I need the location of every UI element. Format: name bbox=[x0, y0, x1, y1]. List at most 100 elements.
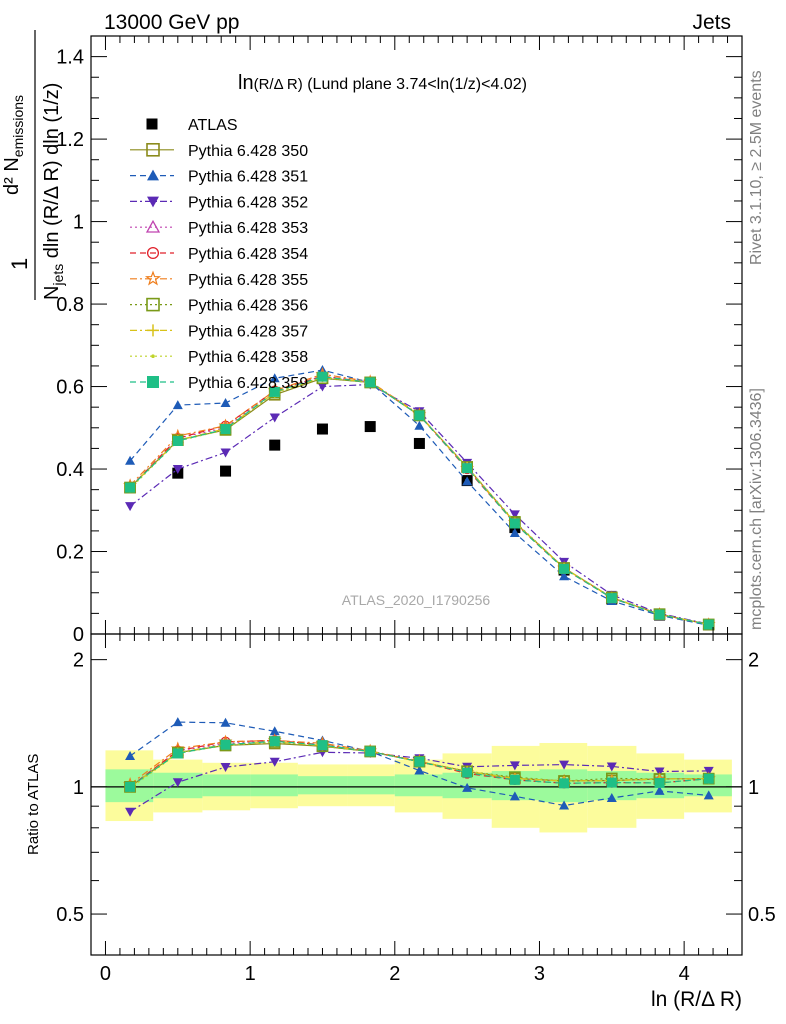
header-left: 13000 GeV pp bbox=[104, 11, 239, 34]
data-point bbox=[606, 593, 617, 604]
data-point bbox=[414, 420, 425, 430]
ratio-y-tick-label-left: 1 bbox=[73, 777, 84, 799]
ratio-point bbox=[509, 761, 520, 771]
legend-label: Pythia 6.428 352 bbox=[188, 194, 308, 211]
ratio-point bbox=[462, 782, 473, 792]
data-point bbox=[269, 373, 280, 383]
data-point bbox=[654, 609, 665, 620]
legend-label: Pythia 6.428 353 bbox=[188, 220, 308, 237]
ylabel-ratio: Ratio to ATLAS bbox=[25, 754, 42, 855]
ratio-point bbox=[559, 778, 570, 789]
legend-marker bbox=[146, 246, 160, 260]
y-tick-label: 0.4 bbox=[56, 459, 84, 481]
legend-marker bbox=[147, 324, 159, 337]
legend-marker bbox=[146, 297, 160, 312]
ylabel-main-numerator: d² Nemissions bbox=[1, 95, 26, 195]
ratio-point bbox=[606, 777, 617, 788]
data-point bbox=[462, 476, 473, 486]
data-point bbox=[316, 423, 328, 435]
ratio-point bbox=[703, 773, 714, 784]
data-point bbox=[559, 563, 570, 574]
ratio-point bbox=[654, 785, 665, 795]
x-tick-label: 1 bbox=[245, 963, 256, 985]
ratio-point bbox=[509, 774, 520, 785]
band-inner bbox=[347, 776, 395, 795]
ratio-y-tick-label-right: 2 bbox=[748, 650, 759, 672]
y-ticks-main: 0 0.2 0.4 0.6 0.8 1 1.2 1.4 bbox=[56, 47, 742, 646]
band-inner bbox=[297, 776, 348, 795]
data-point bbox=[220, 398, 231, 408]
legend-entry: Pythia 6.428 356 bbox=[130, 298, 308, 315]
legend-entry: Pythia 6.428 350 bbox=[130, 143, 308, 160]
legend-marker bbox=[146, 118, 158, 130]
data-point bbox=[509, 518, 520, 529]
legend-marker bbox=[145, 219, 161, 233]
ratio-point bbox=[509, 791, 520, 801]
data-point bbox=[462, 463, 473, 474]
x-ticks: 0 1 2 3 4 bbox=[100, 36, 743, 985]
ratio-point bbox=[317, 740, 328, 751]
legend-label: ATLAS bbox=[188, 117, 238, 134]
ratio-point bbox=[125, 750, 136, 760]
ratio-y-tick-label-right: 1 bbox=[748, 777, 759, 799]
legend: ATLAS Pythia 6.428 350 Pythia 6.428 351 Pyt… bbox=[130, 117, 308, 392]
data-point bbox=[172, 465, 183, 475]
y-tick-label: 1.2 bbox=[56, 129, 84, 151]
ratio-y-tick-label-right: 0.5 bbox=[748, 904, 776, 926]
legend-entry: Pythia 6.428 354 bbox=[130, 246, 308, 263]
legend-entry: Pythia 6.428 357 bbox=[130, 323, 308, 340]
series-6 bbox=[123, 366, 716, 631]
legend-entry: Pythia 6.428 359 bbox=[130, 375, 308, 392]
ratio-y-tick-label-left: 2 bbox=[73, 650, 84, 672]
legend-label: Pythia 6.428 357 bbox=[188, 323, 308, 340]
ratio-panel: 0 1 2 3 4 0.5 0.5 1 1 2 2 bbox=[56, 36, 776, 985]
data-point bbox=[125, 502, 136, 512]
ratio-point bbox=[125, 807, 136, 817]
ratio-point bbox=[269, 757, 280, 767]
data-point bbox=[125, 455, 136, 465]
legend-entry: Pythia 6.428 355 bbox=[130, 270, 308, 289]
data-point bbox=[509, 527, 520, 537]
ratio-point bbox=[414, 756, 425, 767]
data-point bbox=[559, 571, 570, 581]
x-tick-label: 0 bbox=[100, 963, 111, 985]
legend-entry: Pythia 6.428 358 bbox=[130, 349, 308, 366]
series-2 bbox=[125, 365, 714, 630]
plot-title-main: ln bbox=[238, 72, 254, 94]
ratio-point bbox=[703, 790, 714, 800]
ratio-point bbox=[269, 736, 280, 747]
analysis-watermark: ATLAS_2020_I1790256 bbox=[342, 592, 491, 608]
ratio-frame-box bbox=[90, 633, 743, 956]
y-tick-label: 0 bbox=[73, 624, 84, 646]
y-tick-label: 1.4 bbox=[56, 47, 84, 69]
legend-marker bbox=[145, 270, 161, 286]
xlabel: ln (R/Δ R) bbox=[651, 988, 742, 1011]
legend-marker bbox=[147, 376, 159, 388]
ratio-point bbox=[125, 781, 136, 792]
y-tick-label: 0.6 bbox=[56, 377, 84, 399]
y-tick-label: 1 bbox=[73, 212, 84, 234]
ratio-point bbox=[462, 767, 473, 778]
ratio-point bbox=[220, 717, 231, 727]
x-tick-label: 3 bbox=[534, 963, 545, 985]
rivet-label: Rivet 3.1.10, ≥ 2.5M events bbox=[748, 70, 765, 265]
plot-title-paren: (R/Δ R) bbox=[254, 76, 303, 93]
data-point bbox=[269, 386, 280, 397]
ratio-point bbox=[559, 800, 570, 810]
legend-label: Pythia 6.428 351 bbox=[188, 169, 308, 186]
ratio-point bbox=[606, 792, 617, 802]
data-point bbox=[414, 410, 425, 421]
ratio-series-10 bbox=[125, 736, 714, 792]
header-right: Jets bbox=[692, 11, 731, 34]
data-point bbox=[509, 510, 520, 520]
ratio-point bbox=[172, 748, 183, 759]
ratio-point bbox=[654, 777, 665, 788]
legend-marker bbox=[146, 143, 160, 157]
x-tick-label: 2 bbox=[389, 963, 400, 985]
main-panel: 0 0.2 0.4 0.6 0.8 1 1.2 1.4 bbox=[56, 35, 743, 646]
data-point bbox=[220, 448, 231, 458]
mcplots-label: mcplots.cern.ch [arXiv:1306.3436] bbox=[748, 388, 765, 630]
data-point bbox=[269, 413, 280, 423]
legend-entry: Pythia 6.428 351 bbox=[130, 169, 308, 186]
